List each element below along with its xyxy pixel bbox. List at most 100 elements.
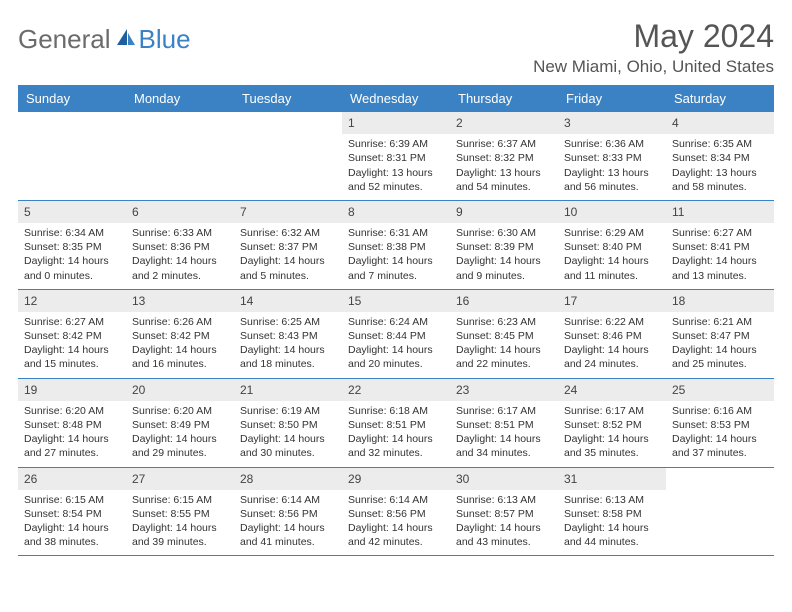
day-number: 19 — [18, 379, 126, 401]
sunrise-text: Sunrise: 6:17 AM — [456, 404, 552, 418]
calendar-cell: 23Sunrise: 6:17 AMSunset: 8:51 PMDayligh… — [450, 379, 558, 468]
daylight-text: Daylight: 14 hours and 2 minutes. — [132, 254, 228, 282]
calendar-cell: 12 Sunrise: 6:27 AMSunset: 8:42 PMDayligh… — [18, 290, 126, 379]
sunrise-text: Sunrise: 6:15 AM — [24, 493, 120, 507]
brand-logo: General Blue — [18, 18, 191, 55]
sunset-text: Sunset: 8:34 PM — [672, 151, 768, 165]
day-number: 18 — [666, 290, 774, 312]
day-number: 25 — [666, 379, 774, 401]
sunset-text: Sunset: 8:42 PM — [132, 329, 228, 343]
sunset-text: Sunset: 8:55 PM — [132, 507, 228, 521]
brand-part1: General — [18, 24, 111, 55]
calendar-cell: 20 Sunrise: 6:20 AMSunset: 8:49 PMDayligh… — [126, 379, 234, 468]
sunset-text: Sunset: 8:39 PM — [456, 240, 552, 254]
day-number: 5 — [18, 201, 126, 223]
day-number: 8 — [342, 201, 450, 223]
daylight-text: Daylight: 13 hours and 56 minutes. — [564, 166, 660, 194]
weekday-label: Wednesday — [342, 85, 450, 112]
sunset-text: Sunset: 8:42 PM — [24, 329, 120, 343]
day-number: 29 — [342, 468, 450, 490]
month-title: May 2024 — [533, 18, 774, 55]
calendar-grid: 1Sunrise: 6:39 AMSunset: 8:31 PMDaylight… — [18, 112, 774, 556]
day-number: 12 — [18, 290, 126, 312]
sunset-text: Sunset: 8:40 PM — [564, 240, 660, 254]
sunset-text: Sunset: 8:56 PM — [348, 507, 444, 521]
sunrise-text: Sunrise: 6:37 AM — [456, 137, 552, 151]
sunrise-text: Sunrise: 6:35 AM — [672, 137, 768, 151]
sunrise-text: Sunrise: 6:33 AM — [132, 226, 228, 240]
daylight-text: Daylight: 14 hours and 39 minutes. — [132, 521, 228, 549]
sunrise-text: Sunrise: 6:36 AM — [564, 137, 660, 151]
page-header: General Blue May 2024 New Miami, Ohio, U… — [18, 18, 774, 77]
brand-part2: Blue — [139, 24, 191, 55]
daylight-text: Daylight: 13 hours and 54 minutes. — [456, 166, 552, 194]
day-number: 14 — [234, 290, 342, 312]
sunrise-text: Sunrise: 6:15 AM — [132, 493, 228, 507]
daylight-text: Daylight: 14 hours and 27 minutes. — [24, 432, 120, 460]
sunrise-text: Sunrise: 6:14 AM — [240, 493, 336, 507]
daylight-text: Daylight: 14 hours and 29 minutes. — [132, 432, 228, 460]
calendar-cell: 18Sunrise: 6:21 AMSunset: 8:47 PMDayligh… — [666, 290, 774, 379]
calendar-cell: 19Sunrise: 6:20 AMSunset: 8:48 PMDayligh… — [18, 379, 126, 468]
calendar-cell — [18, 112, 126, 201]
sunset-text: Sunset: 8:49 PM — [132, 418, 228, 432]
title-block: May 2024 New Miami, Ohio, United States — [533, 18, 774, 77]
sunset-text: Sunset: 8:56 PM — [240, 507, 336, 521]
calendar-cell: 2Sunrise: 6:37 AMSunset: 8:32 PMDaylight… — [450, 112, 558, 201]
sunrise-text: Sunrise: 6:25 AM — [240, 315, 336, 329]
day-number: 20 — [126, 379, 234, 401]
daylight-text: Daylight: 14 hours and 34 minutes. — [456, 432, 552, 460]
sunrise-text: Sunrise: 6:31 AM — [348, 226, 444, 240]
day-number: 9 — [450, 201, 558, 223]
daylight-text: Daylight: 13 hours and 58 minutes. — [672, 166, 768, 194]
calendar-cell: 31Sunrise: 6:13 AMSunset: 8:58 PMDayligh… — [558, 468, 666, 557]
calendar-cell: 8Sunrise: 6:31 AMSunset: 8:38 PMDaylight… — [342, 201, 450, 290]
daylight-text: Daylight: 14 hours and 7 minutes. — [348, 254, 444, 282]
sunset-text: Sunset: 8:50 PM — [240, 418, 336, 432]
day-number: 31 — [558, 468, 666, 490]
daylight-text: Daylight: 14 hours and 38 minutes. — [24, 521, 120, 549]
day-number: 7 — [234, 201, 342, 223]
daylight-text: Daylight: 14 hours and 15 minutes. — [24, 343, 120, 371]
sunrise-text: Sunrise: 6:34 AM — [24, 226, 120, 240]
calendar-cell: 17Sunrise: 6:22 AMSunset: 8:46 PMDayligh… — [558, 290, 666, 379]
sunset-text: Sunset: 8:51 PM — [348, 418, 444, 432]
sunset-text: Sunset: 8:47 PM — [672, 329, 768, 343]
sunset-text: Sunset: 8:54 PM — [24, 507, 120, 521]
calendar-cell: 6Sunrise: 6:33 AMSunset: 8:36 PMDaylight… — [126, 201, 234, 290]
calendar-cell: 28Sunrise: 6:14 AMSunset: 8:56 PMDayligh… — [234, 468, 342, 557]
sunset-text: Sunset: 8:58 PM — [564, 507, 660, 521]
day-number: 23 — [450, 379, 558, 401]
weekday-label: Sunday — [18, 85, 126, 112]
daylight-text: Daylight: 14 hours and 32 minutes. — [348, 432, 444, 460]
daylight-text: Daylight: 14 hours and 30 minutes. — [240, 432, 336, 460]
day-number: 11 — [666, 201, 774, 223]
calendar-weekday-header: Sunday Monday Tuesday Wednesday Thursday… — [18, 85, 774, 112]
sunset-text: Sunset: 8:44 PM — [348, 329, 444, 343]
sunset-text: Sunset: 8:35 PM — [24, 240, 120, 254]
sunrise-text: Sunrise: 6:19 AM — [240, 404, 336, 418]
day-number: 30 — [450, 468, 558, 490]
day-number: 17 — [558, 290, 666, 312]
calendar-cell: 5Sunrise: 6:34 AMSunset: 8:35 PMDaylight… — [18, 201, 126, 290]
daylight-text: Daylight: 14 hours and 9 minutes. — [456, 254, 552, 282]
daylight-text: Daylight: 14 hours and 25 minutes. — [672, 343, 768, 371]
sunrise-text: Sunrise: 6:27 AM — [24, 315, 120, 329]
weekday-label: Thursday — [450, 85, 558, 112]
calendar-cell: 9 Sunrise: 6:30 AMSunset: 8:39 PMDaylight… — [450, 201, 558, 290]
sunrise-text: Sunrise: 6:20 AM — [132, 404, 228, 418]
daylight-text: Daylight: 14 hours and 44 minutes. — [564, 521, 660, 549]
sunset-text: Sunset: 8:52 PM — [564, 418, 660, 432]
calendar-cell: 1Sunrise: 6:39 AMSunset: 8:31 PMDaylight… — [342, 112, 450, 201]
daylight-text: Daylight: 14 hours and 13 minutes. — [672, 254, 768, 282]
day-number: 10 — [558, 201, 666, 223]
sunrise-text: Sunrise: 6:30 AM — [456, 226, 552, 240]
day-number: 27 — [126, 468, 234, 490]
day-number: 13 — [126, 290, 234, 312]
sail-icon — [115, 27, 137, 52]
sunrise-text: Sunrise: 6:14 AM — [348, 493, 444, 507]
daylight-text: Daylight: 14 hours and 35 minutes. — [564, 432, 660, 460]
day-number: 3 — [558, 112, 666, 134]
sunset-text: Sunset: 8:57 PM — [456, 507, 552, 521]
weekday-label: Saturday — [666, 85, 774, 112]
